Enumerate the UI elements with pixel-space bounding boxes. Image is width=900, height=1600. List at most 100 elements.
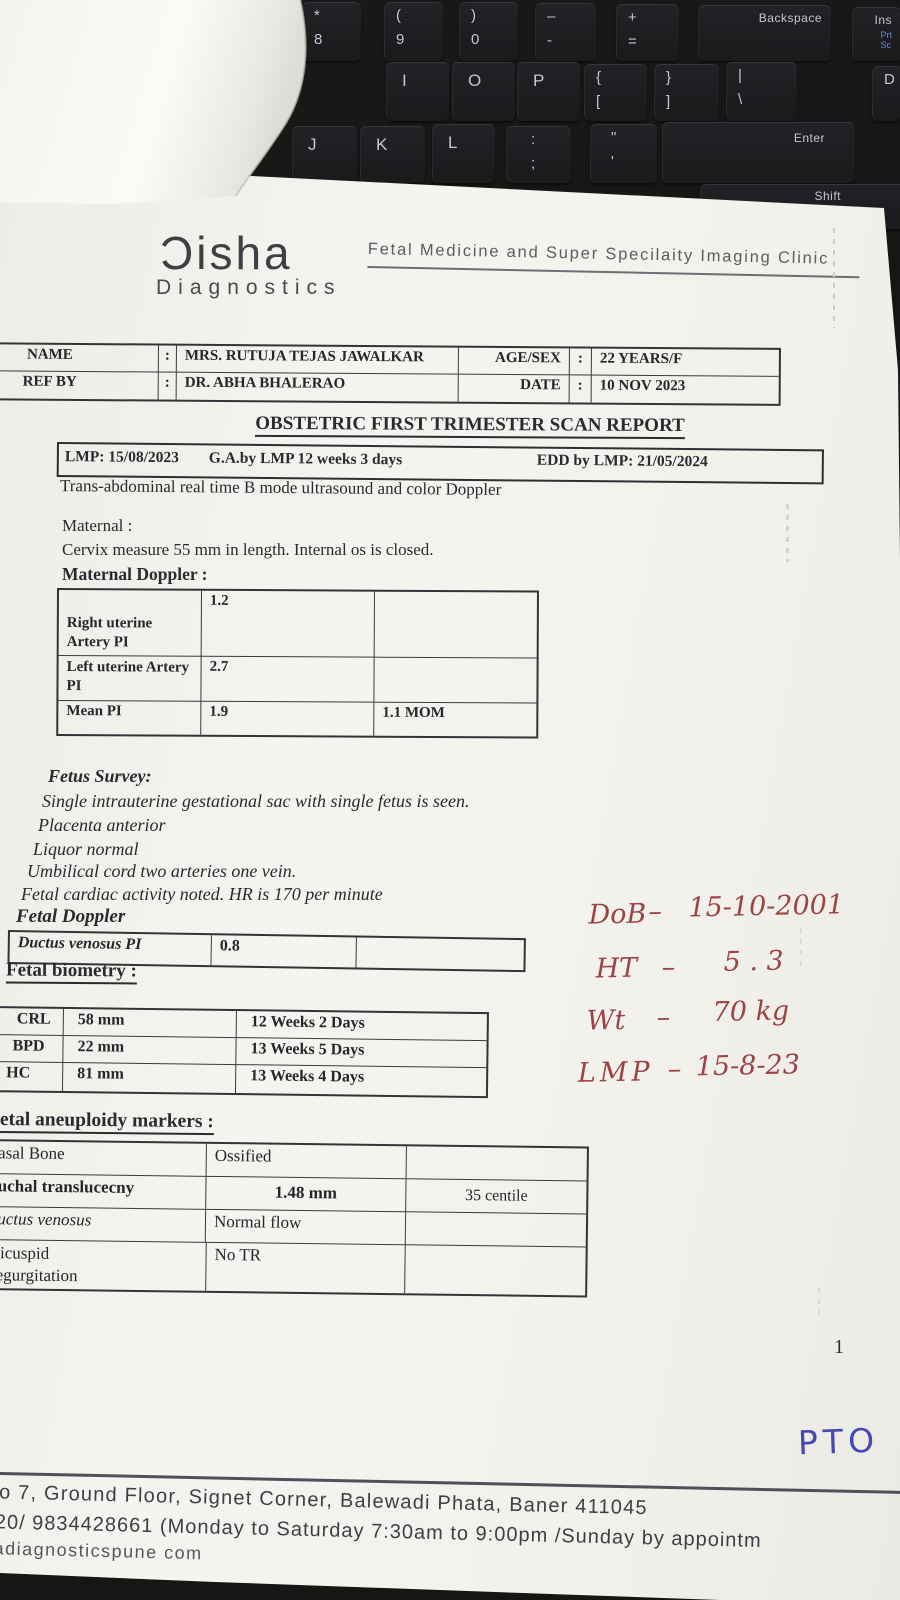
fetus-survey-line: Umbilical cord two arteries one vein. <box>27 861 297 881</box>
pto-handwriting: PTO <box>797 1420 880 1463</box>
paper-crease <box>818 1288 820 1322</box>
doppler-row-extra: 1.1 MOM <box>382 704 445 722</box>
key-label: ( <box>396 7 401 24</box>
maternal-doppler-heading: Maternal Doppler : <box>62 564 208 584</box>
key-label: 9 <box>396 31 405 48</box>
empty-cell <box>356 937 523 970</box>
note-label: Wt <box>586 1004 626 1037</box>
key-label: J <box>308 135 317 154</box>
key-quote: " ' <box>590 124 657 183</box>
paper-crease <box>833 228 835 328</box>
key-label: " <box>611 129 617 146</box>
key-label: } <box>666 69 672 86</box>
key-8: * 8 <box>302 2 361 61</box>
key-label: { <box>596 69 602 86</box>
note-label: HT <box>595 952 638 985</box>
key-label: [ <box>596 93 601 110</box>
key-o: O <box>452 62 515 121</box>
doppler-row-label: Left uterine Artery PI <box>58 656 202 702</box>
doppler-row-label: Right uterine Artery PI <box>58 590 202 657</box>
biometry-ga: 12 Weeks 2 Days <box>236 1011 487 1042</box>
key-i: I <box>386 62 449 121</box>
doppler-row-extra <box>374 657 537 704</box>
curled-paper-corner <box>0 0 307 204</box>
key-enter: Enter <box>662 122 855 183</box>
key-insert: Ins Prt Sc <box>852 7 900 61</box>
key-label: - <box>547 32 552 49</box>
marker-finding: Ossified <box>206 1143 407 1180</box>
key-sublabel: Prt Sc <box>880 30 892 50</box>
key-bracket-right: } ] <box>654 64 719 121</box>
key-label: Shift <box>814 189 841 203</box>
doppler-row-extra <box>374 591 537 659</box>
colon: : <box>569 348 592 376</box>
key-l: L <box>432 124 495 183</box>
patient-info-table: NAME : MRS. RUTUJA TEJAS JAWALKAR AGE/SE… <box>0 342 781 406</box>
key-dash: – - <box>535 3 596 61</box>
note-value: 70 kg <box>712 995 790 1029</box>
key-label: P <box>533 71 545 90</box>
key-label: Backspace <box>758 11 822 25</box>
marker-centile <box>406 1146 587 1182</box>
key-label: Enter <box>793 131 825 145</box>
fetus-survey-line: Fetal cardiac activity noted. HR is 170 … <box>21 884 383 904</box>
key-0: ) 0 <box>459 2 518 61</box>
note-value: 5 . 3 <box>723 945 784 978</box>
ductus-venosus-value: 0.8 <box>211 935 357 968</box>
date-label: DATE <box>458 374 570 403</box>
aneuploidy-heading-wrap: Fetal aneuploidy markers : <box>0 1108 214 1136</box>
doppler-row-value: 1.2 <box>201 590 375 658</box>
lmp-value: LMP: 15/08/2023 <box>64 448 180 467</box>
key-label: * <box>314 7 320 24</box>
key-semicolon: : ; <box>506 126 571 183</box>
doppler-row-label: Mean PI <box>58 701 202 735</box>
key-backslash: | \ <box>726 62 797 121</box>
colon: : <box>158 345 177 373</box>
aneuploidy-heading: Fetal aneuploidy markers : <box>0 1108 214 1136</box>
colon: : <box>569 375 592 403</box>
biometry-value: 81 mm <box>62 1062 237 1094</box>
note-label: LMP <box>577 1056 654 1089</box>
key-equals: + = <box>616 4 679 61</box>
fetal-biometry-heading: Fetal biometry : <box>5 959 137 985</box>
note-dash: – <box>667 1053 682 1085</box>
note-value: 15-10-2001 <box>688 889 845 924</box>
marker-centile <box>405 1212 587 1248</box>
key-k: K <box>360 126 425 183</box>
patient-name-label: NAME <box>0 344 159 373</box>
colon: : <box>158 372 177 400</box>
note-dash: – <box>661 951 676 984</box>
scan-mode-line: Trans-abdominal real time B mode ultraso… <box>59 476 502 499</box>
clinic-logo-subtitle: Diagnostics <box>156 276 342 299</box>
biometry-value: 22 mm <box>63 1035 237 1066</box>
key-backspace: Backspace <box>698 5 831 61</box>
fetus-survey-line: Single intrauterine gestational sac with… <box>42 791 470 811</box>
key-label: I <box>402 71 407 90</box>
report-paper <box>0 176 900 1600</box>
key-label: + <box>628 9 637 26</box>
edd-by-lmp: EDD by LMP: 21/05/2024 <box>536 451 708 471</box>
marker-finding: Normal flow <box>205 1209 407 1246</box>
marker-finding: No TR <box>205 1242 406 1294</box>
key-label: ] <box>666 93 671 110</box>
marker-centile: 35 centile <box>406 1179 587 1215</box>
key-label: | <box>738 67 742 84</box>
key-label: D <box>884 71 895 88</box>
aneuploidy-table: Nasal Bone Ossified Nuchal translucecny … <box>0 1139 589 1298</box>
marker-name: Tricuspid Regurgitation <box>0 1243 78 1286</box>
handwritten-notes: DoB – 15-10-2001 HT – 5 . 3 Wt – 70 kg L… <box>570 883 900 1110</box>
key-label: : <box>531 131 536 148</box>
note-label: DoB <box>588 898 647 931</box>
date-value: 10 NOV 2023 <box>599 377 686 395</box>
cervix-line: Cervix measure 55 mm in length. Internal… <box>62 540 434 559</box>
doppler-row-value: 1.9 <box>201 701 375 736</box>
fetus-survey-heading: Fetus Survey: <box>48 766 152 786</box>
fetal-biometry-heading-wrap: Fetal biometry : <box>5 959 137 985</box>
key-9: ( 9 <box>384 2 443 61</box>
ga-by-lmp: G.A.by LMP 12 weeks 3 days <box>208 449 403 469</box>
marker-name: Nuchal translucecny <box>0 1174 207 1210</box>
biometry-param: BPD <box>0 1035 64 1063</box>
maternal-heading: Maternal : <box>62 516 133 535</box>
ref-by-value: DR. ABHA BHALERAO <box>176 372 459 402</box>
